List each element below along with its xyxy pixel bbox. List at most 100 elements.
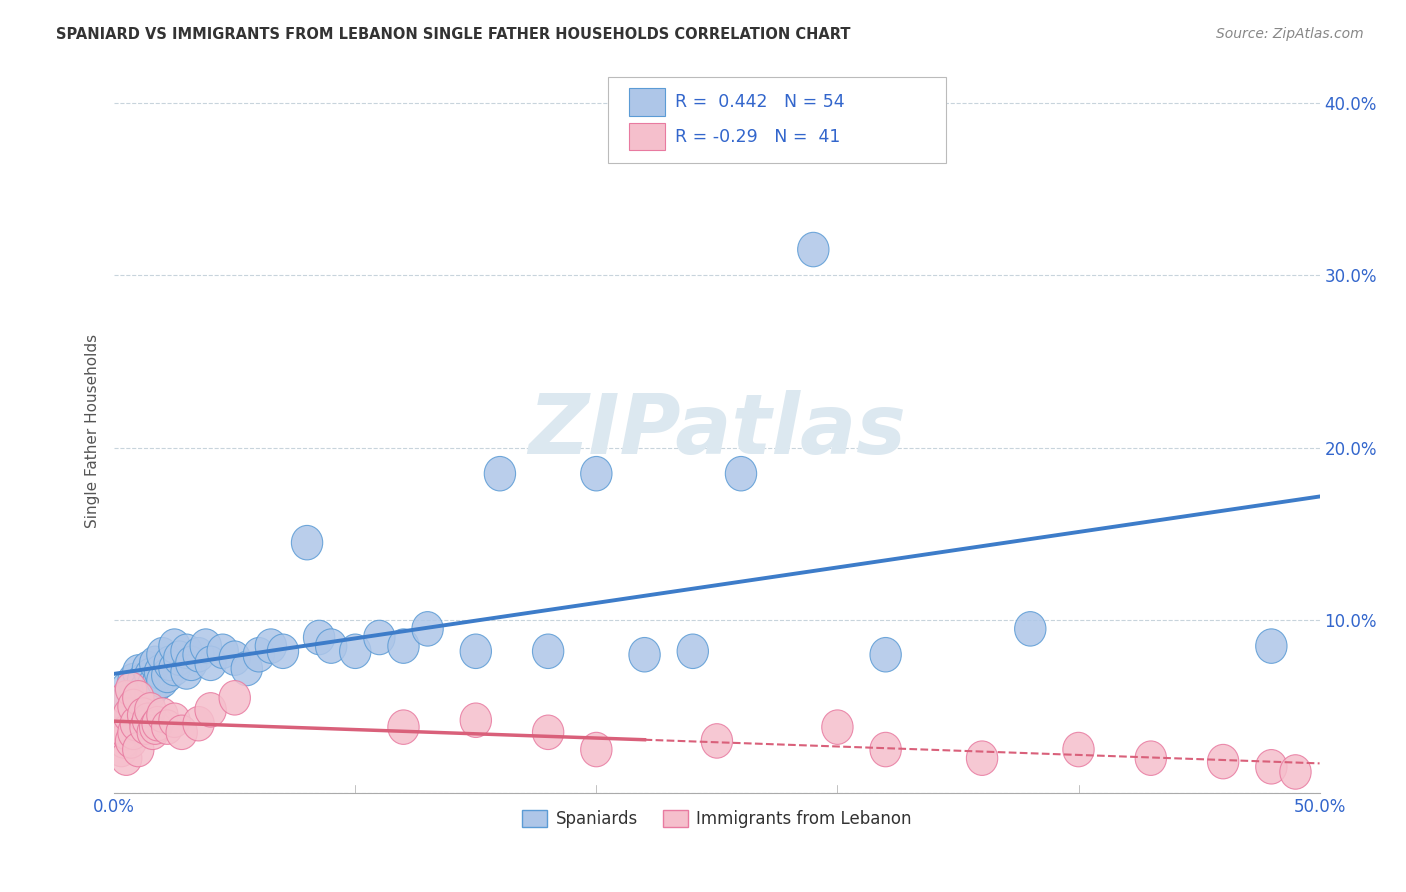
Ellipse shape: [115, 723, 146, 758]
Ellipse shape: [533, 715, 564, 749]
Ellipse shape: [219, 641, 250, 675]
Ellipse shape: [135, 658, 166, 693]
Ellipse shape: [821, 710, 853, 745]
Ellipse shape: [304, 620, 335, 655]
Ellipse shape: [195, 646, 226, 681]
Ellipse shape: [870, 638, 901, 672]
Ellipse shape: [122, 732, 155, 767]
Ellipse shape: [1063, 732, 1094, 767]
Ellipse shape: [364, 620, 395, 655]
Ellipse shape: [139, 646, 172, 681]
Ellipse shape: [628, 638, 661, 672]
Ellipse shape: [129, 672, 162, 706]
Ellipse shape: [132, 651, 163, 686]
Ellipse shape: [159, 651, 190, 686]
Ellipse shape: [1015, 612, 1046, 646]
Ellipse shape: [183, 706, 214, 741]
Text: Source: ZipAtlas.com: Source: ZipAtlas.com: [1216, 27, 1364, 41]
FancyBboxPatch shape: [628, 123, 665, 151]
Ellipse shape: [111, 741, 142, 775]
Ellipse shape: [581, 732, 612, 767]
Ellipse shape: [128, 664, 159, 698]
Ellipse shape: [105, 706, 138, 741]
Ellipse shape: [146, 664, 179, 698]
Ellipse shape: [183, 638, 214, 672]
Ellipse shape: [121, 706, 152, 741]
Ellipse shape: [460, 634, 492, 668]
Legend: Spaniards, Immigrants from Lebanon: Spaniards, Immigrants from Lebanon: [516, 804, 918, 835]
Ellipse shape: [1256, 629, 1286, 664]
Ellipse shape: [122, 655, 155, 690]
Ellipse shape: [115, 698, 146, 732]
Ellipse shape: [145, 655, 176, 690]
Ellipse shape: [291, 525, 323, 560]
Ellipse shape: [581, 457, 612, 491]
Ellipse shape: [115, 672, 146, 706]
Ellipse shape: [315, 629, 347, 664]
Ellipse shape: [108, 723, 139, 758]
Ellipse shape: [112, 698, 145, 732]
Ellipse shape: [966, 741, 998, 775]
Ellipse shape: [243, 638, 274, 672]
Ellipse shape: [159, 629, 190, 664]
Ellipse shape: [129, 710, 162, 745]
Ellipse shape: [412, 612, 443, 646]
Ellipse shape: [190, 629, 222, 664]
Ellipse shape: [172, 634, 202, 668]
Ellipse shape: [533, 634, 564, 668]
Ellipse shape: [135, 675, 166, 710]
Ellipse shape: [122, 681, 155, 715]
Ellipse shape: [460, 703, 492, 738]
Ellipse shape: [678, 634, 709, 668]
Ellipse shape: [122, 681, 155, 715]
Ellipse shape: [138, 715, 169, 749]
Ellipse shape: [388, 629, 419, 664]
Ellipse shape: [1208, 745, 1239, 779]
Ellipse shape: [139, 710, 172, 745]
Text: R =  0.442   N = 54: R = 0.442 N = 54: [675, 93, 845, 111]
Ellipse shape: [1279, 755, 1312, 789]
Ellipse shape: [111, 681, 142, 715]
Ellipse shape: [702, 723, 733, 758]
Ellipse shape: [1135, 741, 1167, 775]
Text: SPANIARD VS IMMIGRANTS FROM LEBANON SINGLE FATHER HOUSEHOLDS CORRELATION CHART: SPANIARD VS IMMIGRANTS FROM LEBANON SING…: [56, 27, 851, 42]
Ellipse shape: [159, 703, 190, 738]
Ellipse shape: [118, 690, 149, 723]
Ellipse shape: [118, 715, 149, 749]
Ellipse shape: [121, 675, 152, 710]
Ellipse shape: [118, 664, 149, 698]
Ellipse shape: [725, 457, 756, 491]
Ellipse shape: [112, 681, 145, 715]
Ellipse shape: [105, 732, 138, 767]
Ellipse shape: [111, 715, 142, 749]
Ellipse shape: [388, 710, 419, 745]
Ellipse shape: [207, 634, 239, 668]
Ellipse shape: [195, 693, 226, 727]
Ellipse shape: [142, 667, 173, 701]
Ellipse shape: [231, 651, 263, 686]
Ellipse shape: [152, 658, 183, 693]
Ellipse shape: [267, 634, 298, 668]
Ellipse shape: [146, 698, 179, 732]
Ellipse shape: [172, 655, 202, 690]
Ellipse shape: [146, 638, 179, 672]
Ellipse shape: [1256, 749, 1286, 784]
Ellipse shape: [797, 232, 830, 267]
Ellipse shape: [132, 703, 163, 738]
Ellipse shape: [484, 457, 516, 491]
Ellipse shape: [138, 668, 169, 703]
Ellipse shape: [176, 646, 207, 681]
Ellipse shape: [152, 710, 183, 745]
Ellipse shape: [155, 646, 186, 681]
Text: ZIPatlas: ZIPatlas: [527, 390, 905, 471]
FancyBboxPatch shape: [628, 88, 665, 116]
Ellipse shape: [163, 641, 195, 675]
Y-axis label: Single Father Households: Single Father Households: [86, 334, 100, 528]
Ellipse shape: [111, 672, 142, 706]
Ellipse shape: [135, 693, 166, 727]
Ellipse shape: [256, 629, 287, 664]
Text: R = -0.29   N =  41: R = -0.29 N = 41: [675, 128, 839, 145]
Ellipse shape: [142, 706, 173, 741]
Ellipse shape: [219, 681, 250, 715]
Ellipse shape: [340, 634, 371, 668]
